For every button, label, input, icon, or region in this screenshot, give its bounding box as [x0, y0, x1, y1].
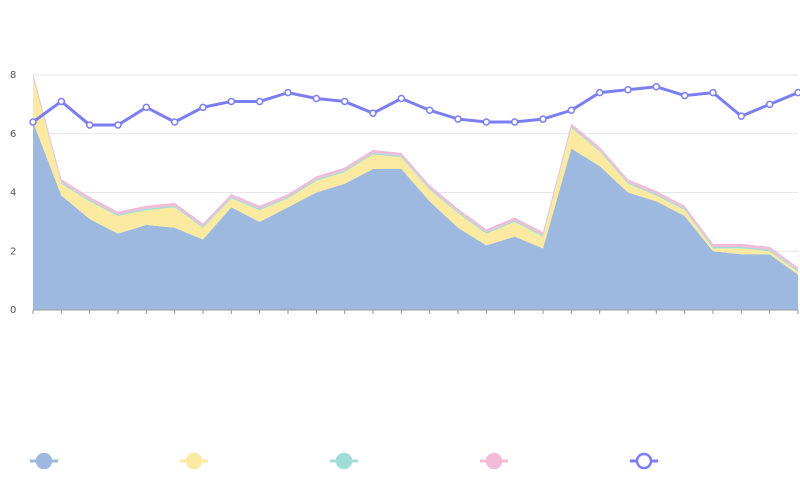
- line-point[interactable]: [765, 100, 774, 109]
- line-point[interactable]: [624, 85, 632, 94]
- line-point[interactable]: [85, 121, 94, 129]
- legend-swatch-marker: [35, 452, 53, 470]
- legend-item-2[interactable]: [330, 452, 358, 470]
- area-series-0: [33, 122, 798, 310]
- line-series: [29, 83, 800, 129]
- legend-swatch-marker: [635, 452, 653, 470]
- line-point[interactable]: [652, 83, 661, 91]
- legend[interactable]: [30, 452, 658, 470]
- area-series: [33, 73, 798, 310]
- line-series-0: [32, 85, 799, 127]
- line-point[interactable]: [114, 121, 122, 129]
- area-series-1: [33, 77, 798, 275]
- axes: 0 2 4 6 8: [10, 70, 799, 316]
- line-point[interactable]: [709, 88, 717, 97]
- legend-swatch-marker: [485, 452, 503, 470]
- legend-item-1[interactable]: [180, 452, 208, 470]
- legend-item-3[interactable]: [480, 452, 508, 470]
- line-point[interactable]: [255, 97, 264, 106]
- y-tick-label: 6: [10, 129, 16, 140]
- line-point[interactable]: [454, 115, 462, 123]
- legend-item-0[interactable]: [30, 452, 58, 470]
- line-point[interactable]: [227, 97, 236, 106]
- line-point[interactable]: [539, 115, 547, 123]
- line-point[interactable]: [482, 118, 491, 126]
- y-tick-label: 0: [10, 305, 16, 316]
- line-point[interactable]: [57, 97, 66, 106]
- line-point[interactable]: [369, 109, 377, 117]
- line-point[interactable]: [680, 91, 689, 100]
- y-tick-label: 4: [10, 188, 16, 199]
- line-point[interactable]: [312, 94, 321, 103]
- line-point[interactable]: [397, 94, 406, 103]
- line-point[interactable]: [794, 88, 800, 97]
- line-point[interactable]: [29, 118, 37, 126]
- line-point[interactable]: [142, 103, 151, 112]
- legend-swatch-marker: [335, 452, 353, 470]
- line-point[interactable]: [567, 106, 576, 114]
- line-point[interactable]: [340, 97, 349, 106]
- line-point[interactable]: [170, 118, 179, 126]
- legend-swatch-marker: [185, 452, 203, 470]
- line-point[interactable]: [510, 118, 519, 126]
- area-series-3: [33, 73, 798, 271]
- line-point[interactable]: [737, 112, 746, 120]
- legend-item-4[interactable]: [630, 452, 658, 470]
- line-point[interactable]: [425, 106, 434, 114]
- line-point[interactable]: [595, 88, 604, 97]
- line-point[interactable]: [199, 103, 207, 112]
- y-tick-label: 8: [10, 70, 16, 81]
- line-point[interactable]: [284, 88, 292, 97]
- y-tick-label: 2: [10, 246, 16, 257]
